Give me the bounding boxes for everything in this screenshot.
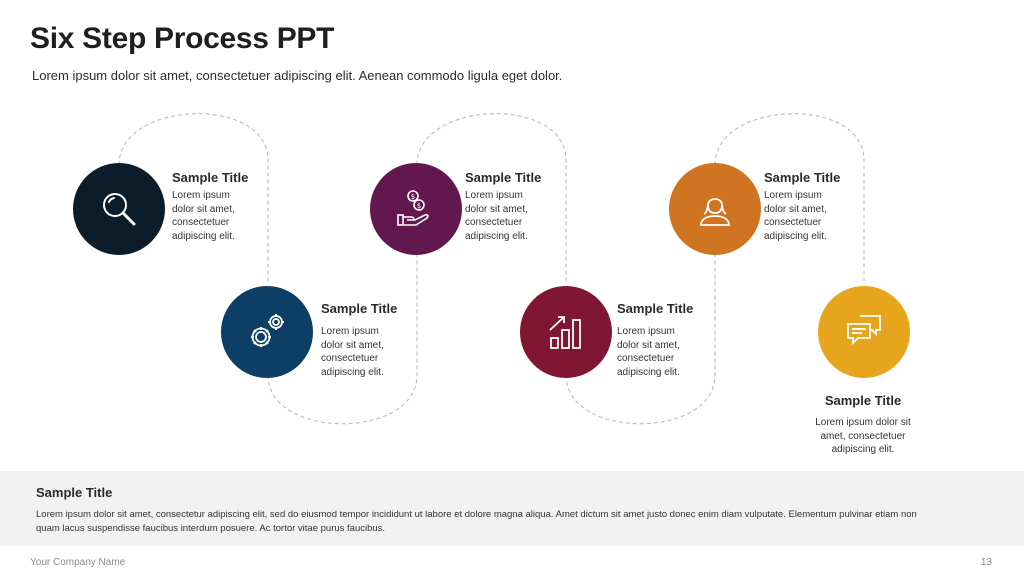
page-subtitle: Lorem ipsum dolor sit amet, consectetuer…	[32, 68, 563, 83]
page-title: Six Step Process PPT	[30, 22, 335, 55]
step-5-desc: Lorem ipsum dolor sit amet, consectetuer…	[764, 190, 827, 242]
step-1-circle	[73, 163, 165, 255]
step-4-text: Sample Title Lorem ipsum dolor sit amet,…	[617, 301, 747, 379]
svg-text:$: $	[417, 202, 421, 210]
step-1-desc: Lorem ipsum dolor sit amet, consectetuer…	[172, 190, 235, 242]
step-2-text: Sample Title Lorem ipsum dolor sit amet,…	[321, 301, 451, 379]
money-hand-icon: $ $	[397, 190, 429, 226]
svg-text:$: $	[411, 193, 415, 201]
step-5-circle	[669, 163, 761, 255]
step-5-text: Sample Title Lorem ipsum dolor sit amet,…	[764, 170, 894, 243]
step-3-desc: Lorem ipsum dolor sit amet, consectetuer…	[465, 190, 528, 242]
step-4-desc: Lorem ipsum dolor sit amet, consectetuer…	[617, 326, 680, 378]
step-6-circle	[818, 286, 910, 378]
step-2-circle	[221, 286, 313, 378]
step-6-title: Sample Title	[824, 393, 902, 408]
step-5-title: Sample Title	[764, 170, 841, 185]
summary-title: Sample Title	[36, 485, 113, 500]
step-2-desc: Lorem ipsum dolor sit amet, consectetuer…	[321, 326, 384, 378]
chat-bubbles-icon	[847, 315, 881, 346]
step-6-text: Sample Title Lorem ipsum dolor sit amet,…	[808, 393, 918, 457]
footer-company-name: Your Company Name	[30, 557, 126, 568]
summary-desc: Lorem ipsum dolor sit amet, consectetur …	[36, 509, 917, 534]
person-icon	[700, 198, 730, 226]
step-3-text: Sample Title Lorem ipsum dolor sit amet,…	[465, 170, 595, 243]
step-4-circle	[520, 286, 612, 378]
footer-page-number: 13	[980, 557, 992, 568]
step-4-title: Sample Title	[617, 301, 694, 316]
step-6-desc: Lorem ipsum dolor sit amet, consectetuer…	[815, 417, 911, 455]
step-2-title: Sample Title	[321, 301, 398, 316]
step-3-circle: $ $	[370, 163, 462, 255]
step-1-text: Sample Title Lorem ipsum dolor sit amet,…	[172, 170, 302, 243]
step-1-title: Sample Title	[172, 170, 249, 185]
step-3-title: Sample Title	[465, 170, 542, 185]
gears-icon	[251, 314, 284, 347]
summary-band: Sample Title Lorem ipsum dolor sit amet,…	[0, 471, 1024, 546]
growth-chart-icon	[549, 316, 581, 349]
magnifier-icon	[103, 193, 136, 226]
